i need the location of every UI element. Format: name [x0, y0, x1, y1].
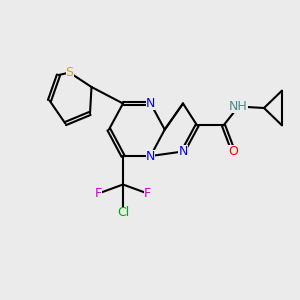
Text: F: F: [144, 187, 151, 200]
Text: Cl: Cl: [117, 206, 129, 220]
Text: N: N: [146, 97, 155, 110]
Text: NH: NH: [229, 100, 248, 113]
Text: F: F: [95, 187, 102, 200]
Text: O: O: [229, 145, 238, 158]
Text: N: N: [178, 145, 188, 158]
Text: S: S: [66, 66, 74, 79]
Text: N: N: [146, 149, 155, 163]
